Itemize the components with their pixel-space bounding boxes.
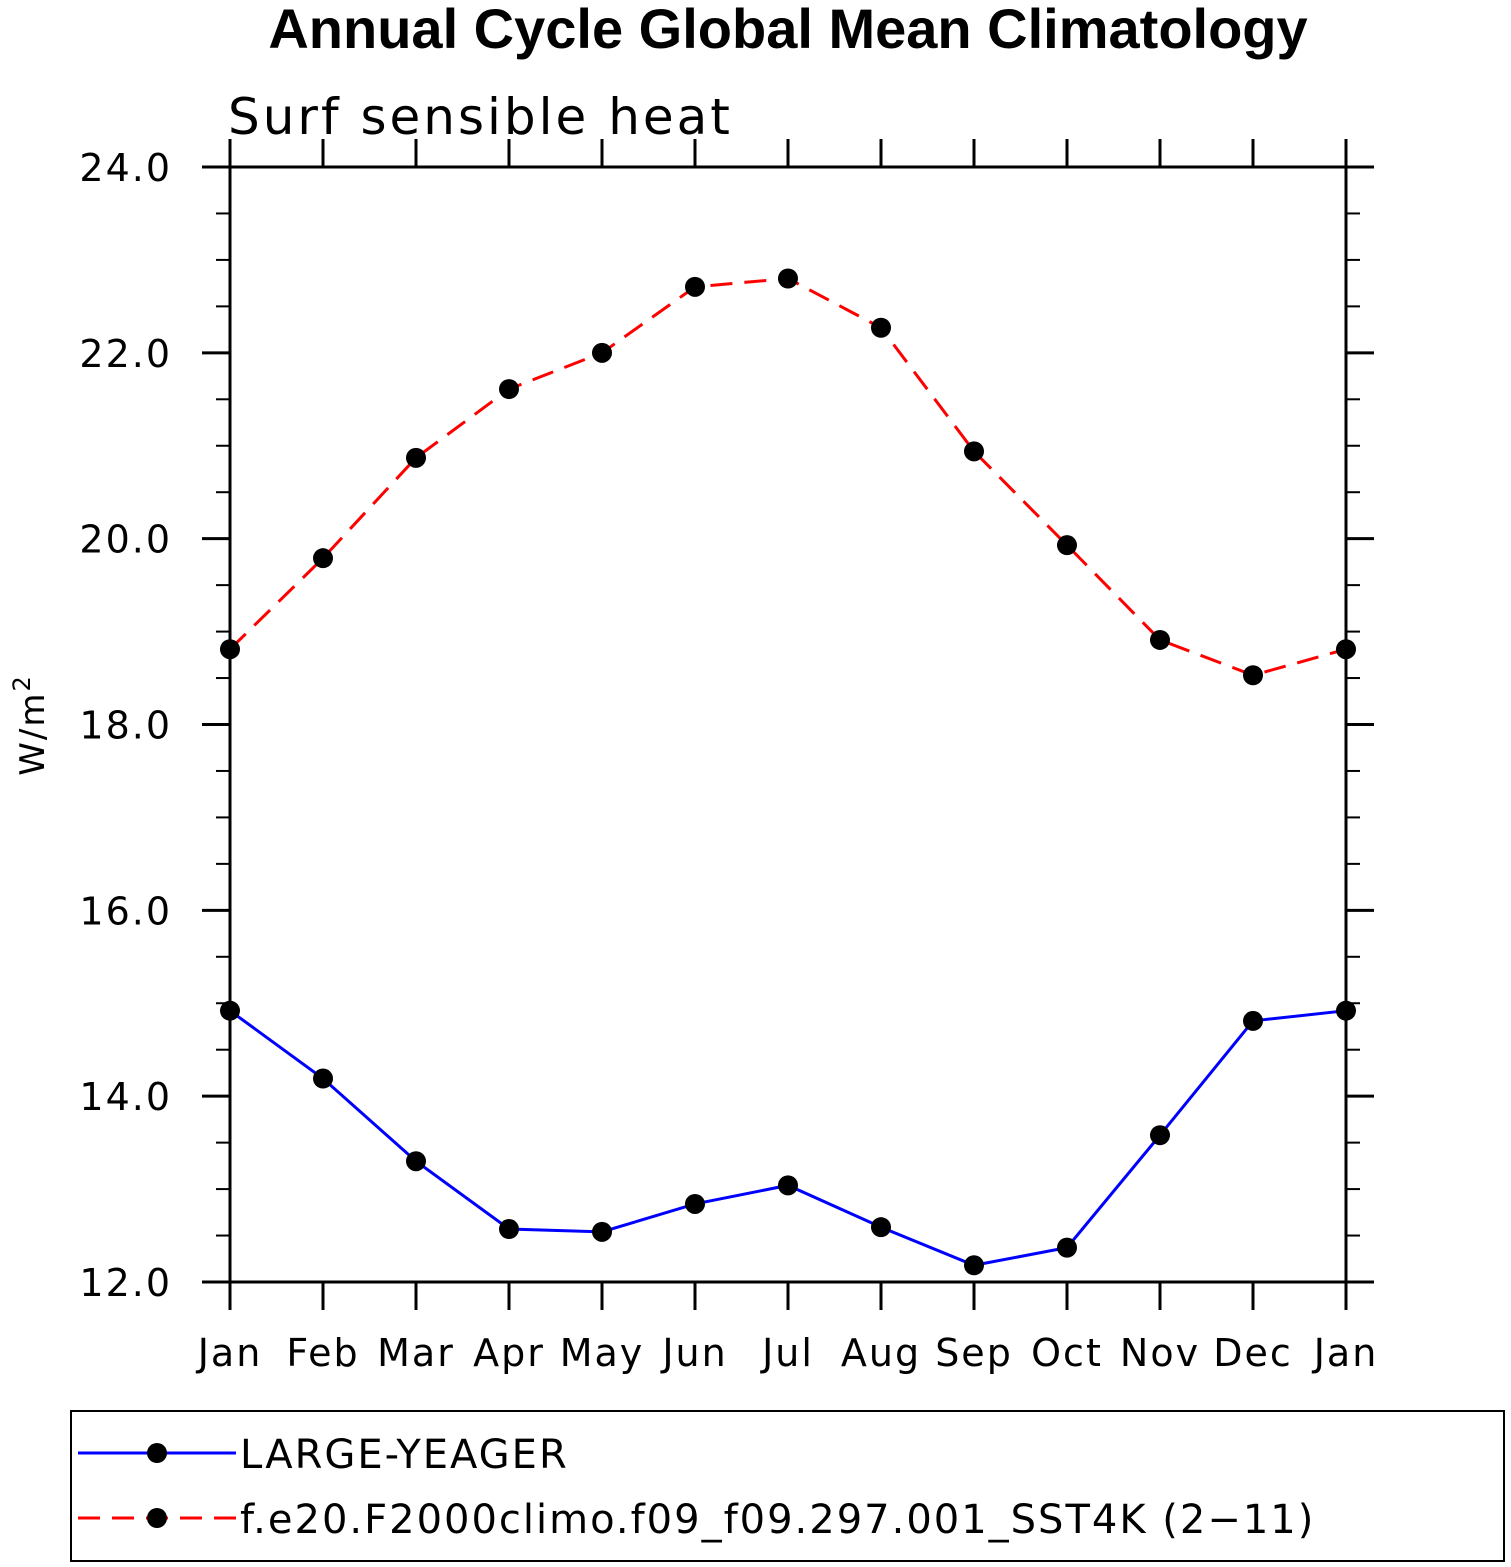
data-point <box>1057 535 1077 556</box>
x-tick-label: Aug <box>841 1331 921 1375</box>
data-point <box>1243 665 1263 686</box>
data-point <box>406 1151 426 1172</box>
x-tick-label: Jan <box>196 1331 263 1375</box>
series-line <box>228 276 1347 677</box>
data-point <box>1150 629 1170 650</box>
data-point <box>1243 1010 1263 1031</box>
y-tick-label: 20.0 <box>79 518 172 562</box>
x-tick-label: Nov <box>1120 1331 1200 1375</box>
legend-label-2: f.e20.F2000climo.f09_f09.297.001_SST4K (… <box>240 1497 1315 1543</box>
x-tick-label: Oct <box>1031 1331 1103 1375</box>
x-tick-label: Feb <box>286 1331 359 1375</box>
x-tick-label: Jun <box>660 1331 727 1375</box>
data-point <box>685 1193 705 1214</box>
legend-box <box>70 1410 1505 1562</box>
y-tick-label: 24.0 <box>79 146 172 190</box>
y-tick-label: 12.0 <box>79 1261 172 1305</box>
series-layer <box>220 268 1356 1276</box>
data-point <box>499 379 519 400</box>
series-line <box>229 1009 1347 1267</box>
x-tick-label: Apr <box>473 1331 545 1375</box>
data-point <box>220 639 240 660</box>
data-point <box>964 441 984 462</box>
y-axis-label-text: W/m <box>13 692 53 776</box>
svg-text:W/m2: W/m2 <box>8 674 53 775</box>
data-point <box>499 1219 519 1240</box>
series-1 <box>220 1000 1356 1276</box>
data-point <box>871 317 891 338</box>
x-tick-label: Dec <box>1213 1331 1293 1375</box>
y-tick-label: 16.0 <box>79 889 172 933</box>
x-tick-label: Mar <box>377 1331 455 1375</box>
data-point <box>220 1000 240 1021</box>
data-point <box>313 548 333 569</box>
axes: 12.0 14.0 16.0 18.0 20.0 22.0 24.0 Jan Feb Mar Apr… <box>79 139 1379 1375</box>
x-tick-label: Jul <box>760 1331 814 1375</box>
data-point <box>964 1255 984 1276</box>
y-tick-label: 14.0 <box>79 1075 172 1119</box>
y-tick-label: 22.0 <box>79 332 172 376</box>
data-point <box>313 1068 333 1089</box>
series-2 <box>220 268 1356 686</box>
y-axis-label: W/m2 <box>8 674 53 775</box>
data-point <box>1336 1000 1356 1021</box>
legend-marker-2 <box>147 1508 167 1528</box>
data-point <box>1150 1125 1170 1146</box>
data-point <box>1336 639 1356 660</box>
chart-title: Annual Cycle Global Mean Climatology <box>268 0 1307 60</box>
data-point <box>778 1175 798 1196</box>
x-tick-label: May <box>560 1331 645 1375</box>
data-point <box>592 342 612 363</box>
y-axis-label-superscript: 2 <box>8 674 36 691</box>
data-point <box>592 1221 612 1242</box>
data-point <box>685 276 705 297</box>
x-tick-label: Sep <box>935 1331 1013 1375</box>
data-point <box>1057 1237 1077 1258</box>
legend-label-1: LARGE-YEAGER <box>240 1432 569 1478</box>
legend: LARGE-YEAGER f.e20.F2000climo.f09_f09.297… <box>70 1410 1505 1562</box>
plot-frame <box>228 165 1348 1284</box>
y-tick-label: 18.0 <box>79 704 172 748</box>
chart-subtitle: Surf sensible heat <box>228 88 733 146</box>
data-point <box>871 1217 891 1238</box>
data-point <box>406 447 426 468</box>
x-tick-label: Jan <box>1312 1331 1379 1375</box>
legend-marker-1 <box>147 1443 167 1463</box>
data-point <box>778 268 798 289</box>
